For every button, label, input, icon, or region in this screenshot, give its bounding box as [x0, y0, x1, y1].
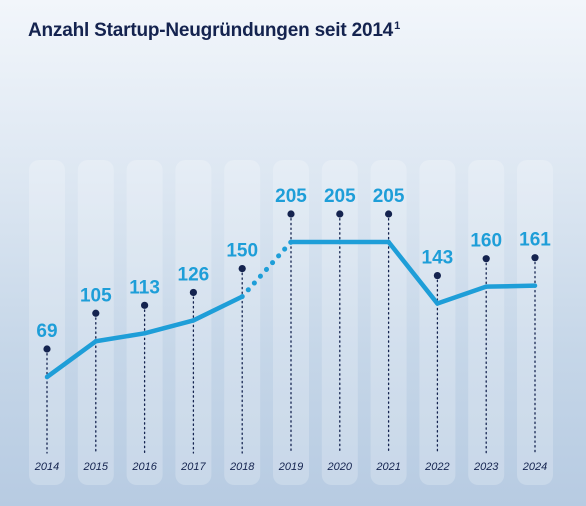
value-label-2018: 150: [226, 241, 258, 262]
marker-2020: [336, 210, 344, 218]
line-segment-2016-2017: [142, 318, 196, 336]
line-segment-2023-2024: [483, 283, 538, 289]
year-label-2024: 2024: [522, 461, 547, 473]
value-label-2014: 69: [36, 321, 57, 342]
year-label-2014: 2014: [34, 461, 59, 473]
column-2023: [468, 160, 505, 485]
value-label-2015: 105: [80, 285, 112, 306]
year-label-2022: 2022: [424, 461, 449, 473]
year-label-2016: 2016: [131, 461, 157, 473]
line-segment-2015-2016: [93, 331, 147, 344]
line-segment-2014-2015: [44, 339, 99, 380]
line-segment-2021-2022: [386, 239, 440, 306]
year-label-2019: 2019: [278, 461, 303, 473]
value-label-2023: 160: [470, 231, 502, 252]
value-label-2024: 161: [519, 230, 551, 251]
column-2016: [126, 160, 163, 485]
value-label-2019: 205: [275, 186, 307, 207]
value-label-2020: 205: [324, 186, 356, 207]
year-label-2020: 2020: [327, 461, 353, 473]
column-2018: [224, 160, 261, 485]
column-2014: [29, 160, 65, 485]
value-label-2021: 205: [373, 186, 405, 207]
marker-2014: [43, 345, 51, 353]
title-footnote: 1: [394, 20, 400, 32]
column-2024: [517, 160, 553, 485]
line-segment-2022-2023: [435, 284, 489, 306]
year-label-2018: 2018: [229, 461, 255, 473]
value-label-2016: 113: [129, 277, 160, 298]
year-label-2021: 2021: [375, 461, 400, 473]
year-label-2023: 2023: [473, 461, 499, 473]
marker-2015: [92, 309, 100, 317]
chart-title: Anzahl Startup-Neugründungen seit 20141: [28, 20, 400, 41]
value-label-2017: 126: [178, 264, 210, 285]
year-label-2015: 2015: [83, 461, 109, 473]
marker-2019: [287, 210, 295, 218]
marker-2024: [531, 254, 539, 262]
marker-2017: [189, 288, 197, 297]
marker-2023: [482, 255, 490, 263]
marker-2016: [141, 301, 149, 309]
value-label-2022: 143: [422, 248, 454, 269]
line-segment-2018-2019: [239, 239, 294, 300]
year-label-2017: 2017: [180, 461, 206, 473]
line-segment-2017-2018: [191, 294, 245, 323]
marker-2022: [433, 271, 441, 280]
marker-2018: [238, 264, 246, 273]
marker-2021: [385, 210, 393, 218]
